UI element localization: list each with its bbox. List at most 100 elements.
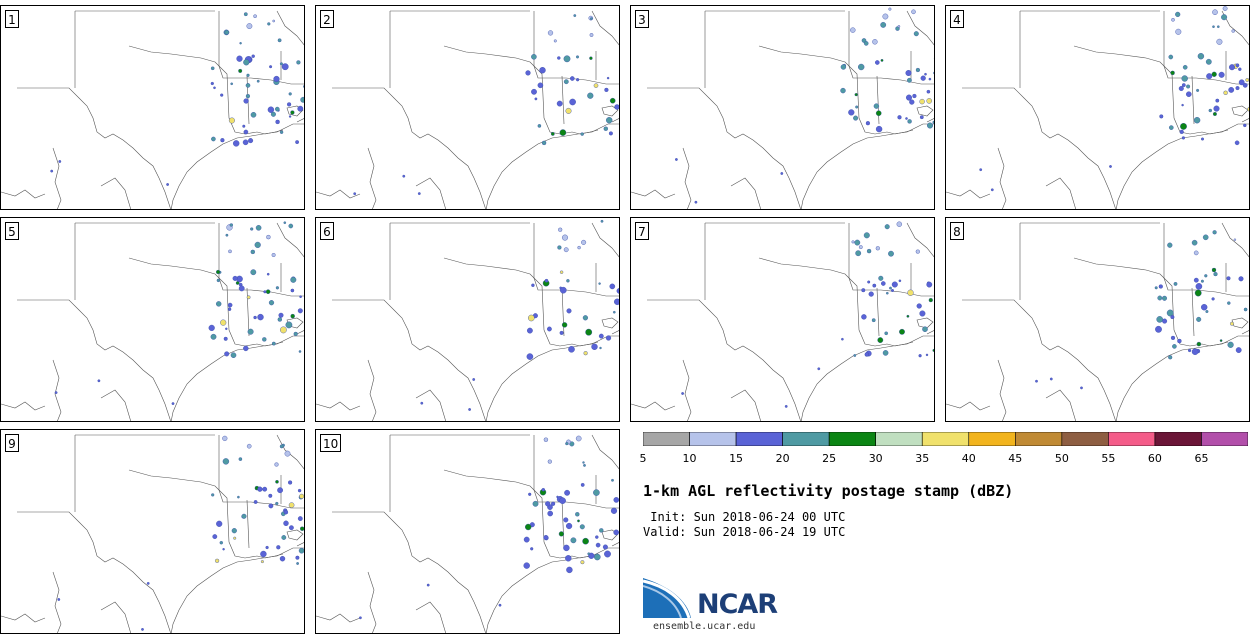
reflectivity-echo — [523, 562, 530, 569]
reflectivity-echo — [570, 537, 577, 544]
reflectivity-echo — [606, 76, 610, 80]
reflectivity-echo — [246, 295, 251, 300]
reflectivity-echo — [526, 353, 534, 360]
reflectivity-echo — [872, 283, 877, 288]
reflectivity-echo — [225, 233, 229, 237]
map-boundary — [926, 118, 934, 123]
map-boundary — [485, 335, 619, 421]
map-boundary — [332, 299, 486, 421]
reflectivity-echo — [220, 138, 225, 143]
map-boundary — [758, 223, 850, 279]
reflectivity-echo — [1245, 78, 1249, 82]
map-boundary — [533, 277, 619, 297]
reflectivity-echo — [251, 54, 255, 58]
reflectivity-echo — [566, 308, 572, 314]
reflectivity-echo — [817, 367, 821, 371]
reflectivity-echo — [896, 221, 902, 227]
reflectivity-echo — [1231, 29, 1235, 33]
reflectivity-echo — [524, 523, 532, 531]
reflectivity-echo — [426, 583, 430, 587]
reflectivity-echo — [268, 493, 273, 498]
reflectivity-echo — [227, 302, 233, 308]
reflectivity-echo — [215, 301, 222, 307]
reflectivity-echo — [889, 286, 892, 290]
reflectivity-echo — [220, 93, 224, 97]
map-boundary — [561, 499, 565, 549]
reflectivity-echo — [868, 291, 874, 297]
map-boundary — [1115, 335, 1249, 421]
reflectivity-echo — [243, 129, 249, 135]
reflectivity-echo — [97, 379, 101, 383]
reflectivity-echo — [297, 488, 302, 493]
map-boundary — [100, 177, 132, 209]
reflectivity-echo — [216, 278, 221, 283]
reflectivity-echo — [591, 343, 598, 351]
reflectivity-echo — [274, 106, 280, 112]
reflectivity-echo — [1178, 85, 1184, 91]
reflectivity-echo — [551, 501, 556, 506]
reflectivity-echo — [565, 107, 572, 114]
reflectivity-echo — [283, 509, 289, 515]
reflectivity-echo — [558, 531, 565, 537]
reflectivity-echo — [897, 115, 902, 120]
reflectivity-echo — [561, 322, 568, 328]
reflectivity-echo — [232, 275, 238, 281]
reflectivity-echo — [228, 117, 235, 124]
reflectivity-echo — [932, 348, 934, 352]
reflectivity-echo — [878, 275, 884, 281]
map-boundary — [848, 65, 914, 135]
colorbar-segment — [735, 432, 783, 446]
reflectivity-echo — [246, 73, 250, 77]
reflectivity-echo — [874, 60, 880, 65]
reflectivity-echo — [296, 562, 299, 565]
reflectivity-echo — [295, 140, 299, 145]
reflectivity-echo — [225, 327, 228, 331]
map-boundary — [611, 330, 619, 335]
colorbar-segment — [968, 432, 1016, 446]
reflectivity-echo — [1243, 123, 1247, 128]
reflectivity-echo — [933, 57, 934, 59]
reflectivity-echo — [210, 81, 214, 86]
reflectivity-echo — [257, 486, 263, 492]
map-boundary — [1231, 105, 1249, 117]
reflectivity-echo — [912, 93, 917, 99]
reflectivity-echo — [216, 520, 223, 527]
reflectivity-echo — [266, 272, 270, 276]
reflectivity-echo — [241, 513, 247, 519]
map-canvas — [316, 10, 619, 209]
reflectivity-echo — [250, 269, 257, 276]
map-boundary — [128, 223, 220, 279]
reflectivity-echo — [1212, 230, 1217, 235]
reflectivity-echo — [608, 131, 613, 136]
reflectivity-echo — [1200, 137, 1204, 141]
reflectivity-echo — [919, 98, 925, 105]
reflectivity-echo — [1208, 108, 1212, 113]
map-boundary — [170, 335, 304, 421]
reflectivity-echo — [472, 378, 476, 381]
reflectivity-echo — [171, 402, 175, 406]
reflectivity-echo — [527, 314, 535, 322]
reflectivity-echo — [1195, 283, 1203, 290]
map-canvas — [316, 219, 619, 421]
reflectivity-echo — [271, 341, 276, 346]
colorbar-tick-label: 10 — [682, 452, 697, 465]
reflectivity-echo — [1168, 54, 1174, 60]
reflectivity-echo — [557, 56, 561, 60]
reflectivity-echo — [1188, 348, 1192, 353]
reflectivity-echo — [290, 276, 297, 283]
reflectivity-echo — [1200, 279, 1204, 283]
reflectivity-echo — [857, 63, 865, 71]
reflectivity-echo — [1154, 286, 1158, 290]
reflectivity-echo — [1166, 309, 1174, 317]
reflectivity-echo — [1222, 6, 1228, 11]
reflectivity-echo — [580, 560, 585, 565]
reflectivity-echo — [880, 281, 886, 286]
reflectivity-echo — [525, 70, 531, 76]
reflectivity-echo — [283, 221, 287, 224]
reflectivity-echo — [557, 245, 562, 250]
reflectivity-echo — [146, 581, 150, 585]
reflectivity-echo — [926, 89, 931, 94]
reflectivity-echo — [273, 75, 280, 83]
reflectivity-echo — [1156, 316, 1163, 323]
reflectivity-echo — [468, 408, 472, 411]
